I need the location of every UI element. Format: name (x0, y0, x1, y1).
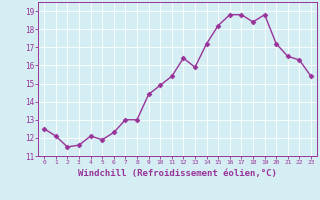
X-axis label: Windchill (Refroidissement éolien,°C): Windchill (Refroidissement éolien,°C) (78, 169, 277, 178)
